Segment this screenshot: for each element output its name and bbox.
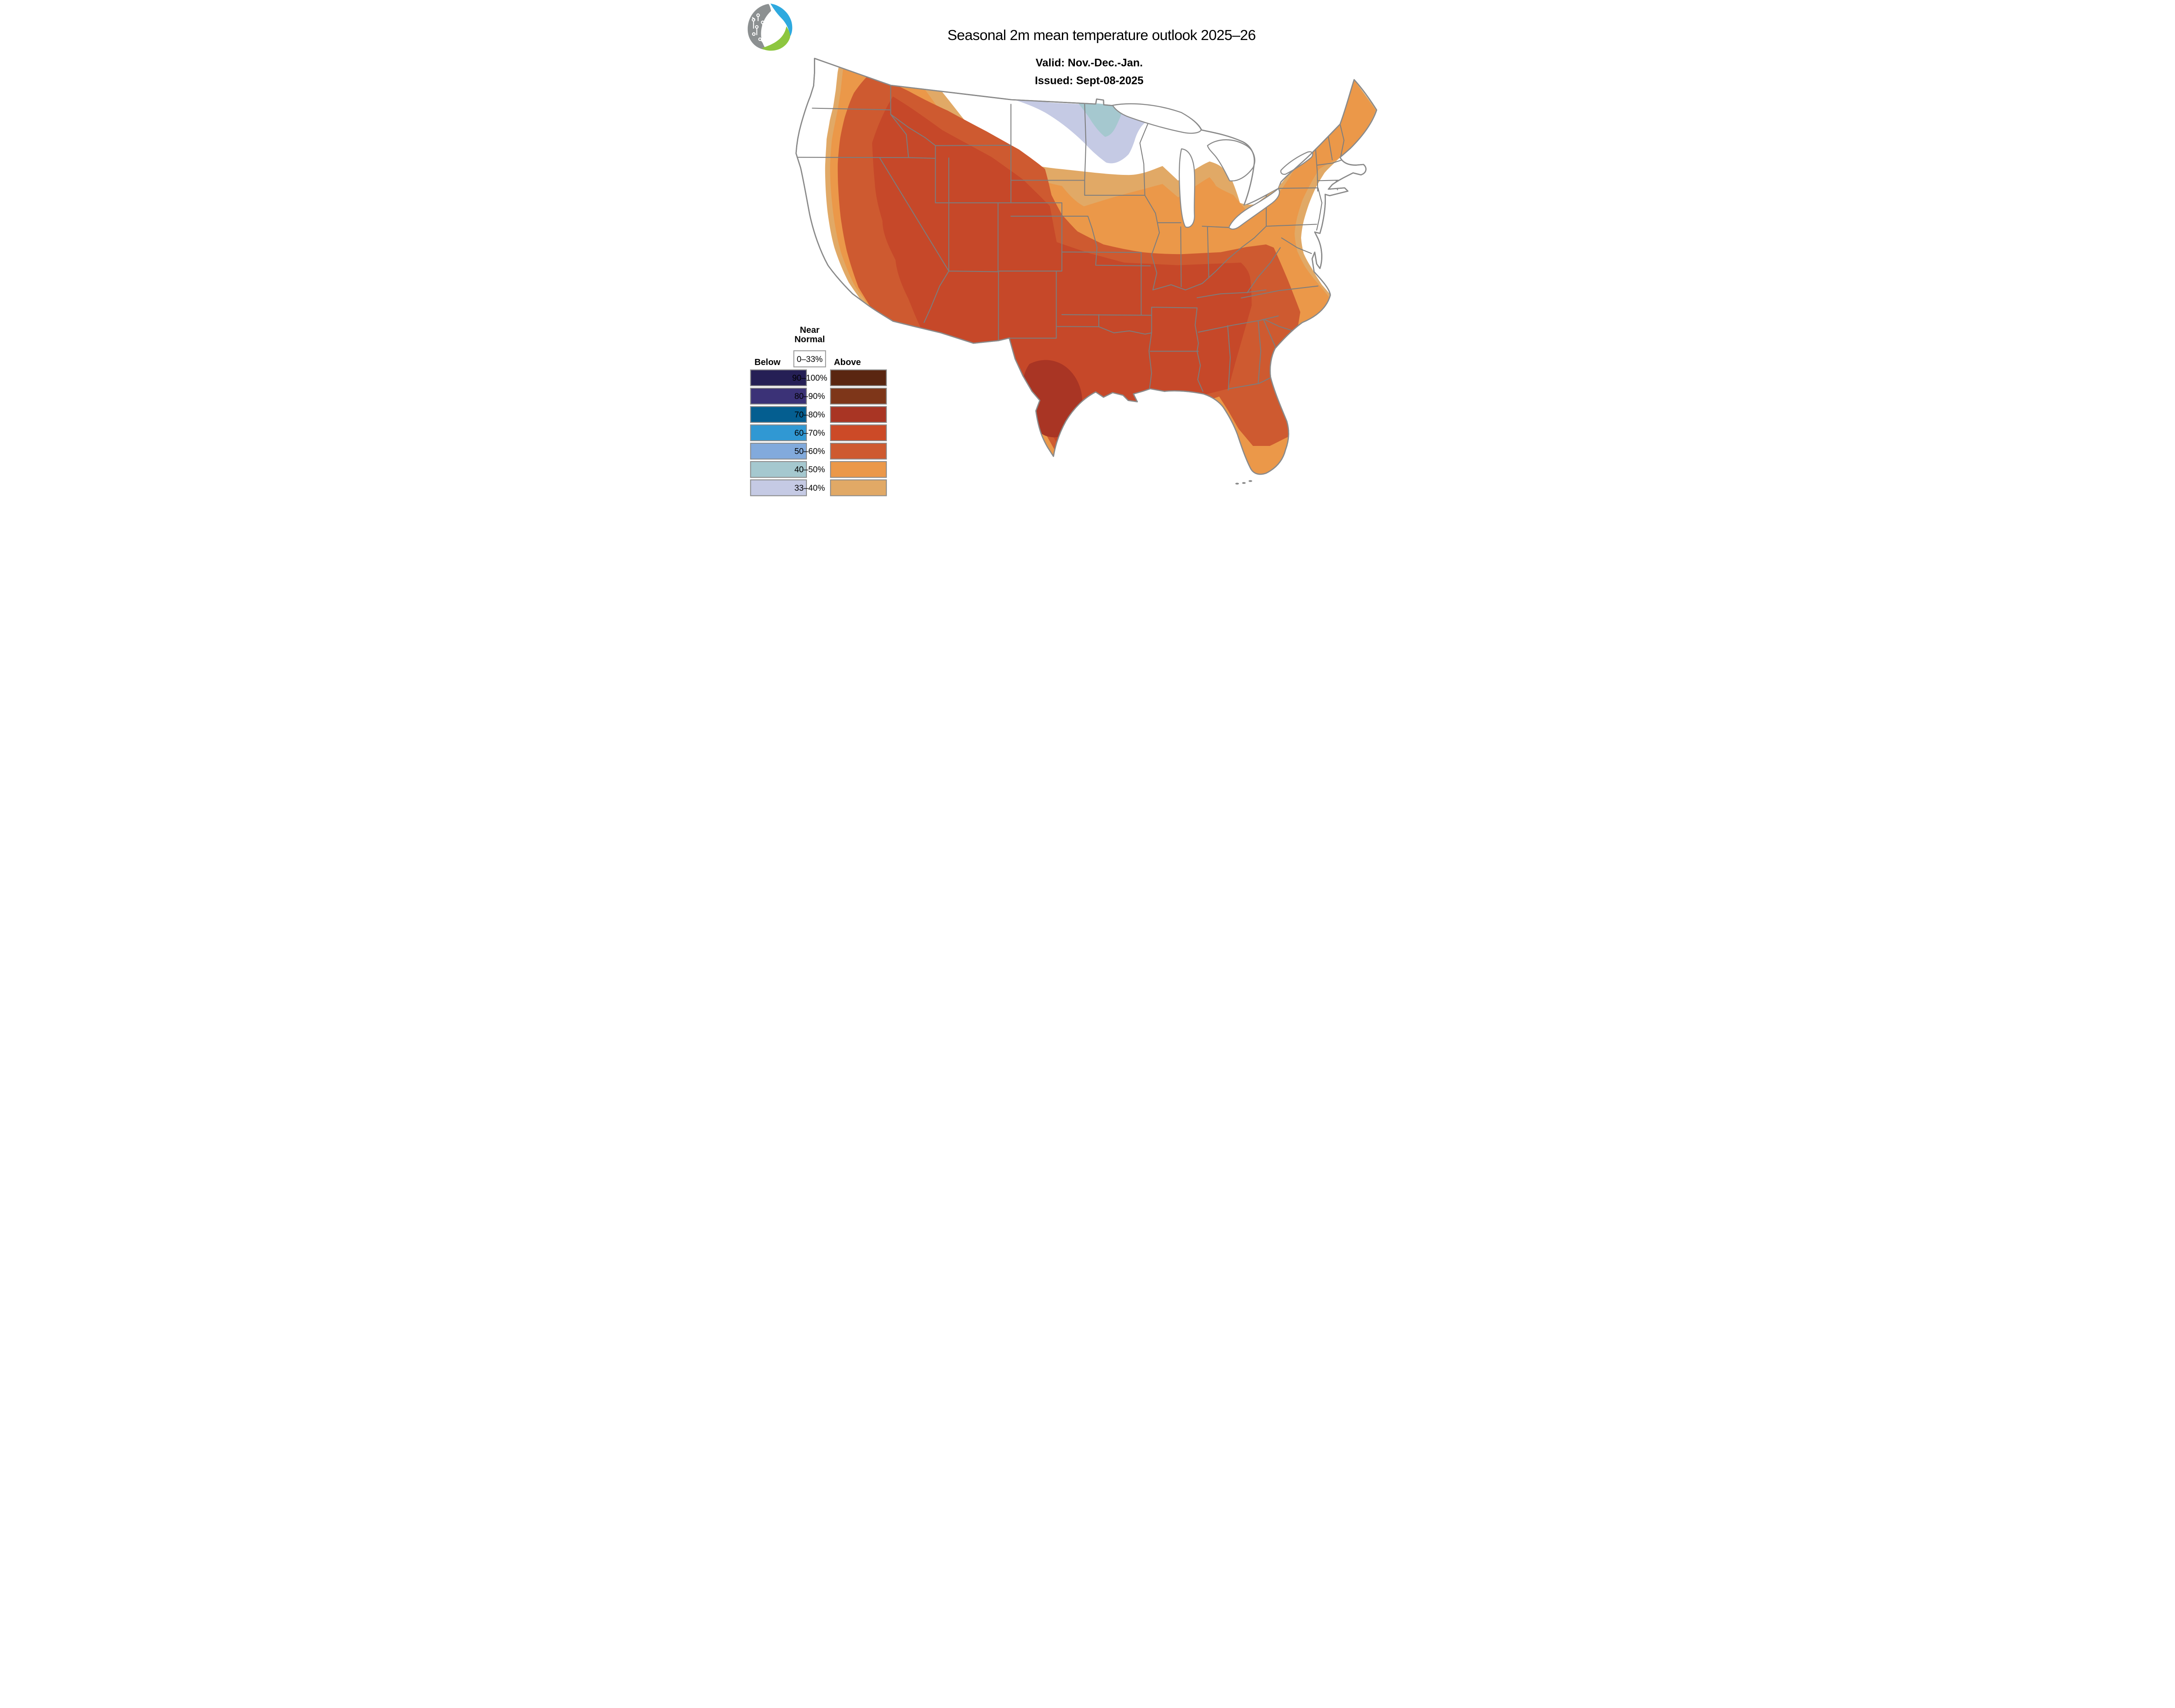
legend-swatch-below-50-60 bbox=[750, 442, 807, 460]
near-normal-label-line1: Near bbox=[800, 325, 820, 335]
outlook-page: Seasonal 2m mean temperature outlook 202… bbox=[740, 0, 1436, 511]
logo-green-leaf bbox=[761, 26, 790, 51]
legend-swatch-below-80-90 bbox=[750, 388, 807, 405]
coastline-outline bbox=[795, 57, 1377, 475]
legend-swatch-above-60-70 bbox=[830, 424, 887, 442]
logo-blue-swoosh bbox=[770, 3, 793, 37]
near-normal-swatch bbox=[793, 350, 826, 368]
issued-date-label: Issued: Sept-08-2025 bbox=[1035, 75, 1144, 87]
legend-swatch-above-90-100 bbox=[830, 369, 887, 386]
legend-swatch-above-50-60 bbox=[830, 442, 887, 460]
valid-period-label: Valid: Nov.-Dec.-Jan. bbox=[1036, 57, 1143, 69]
site-logo bbox=[747, 3, 793, 51]
map-band-above-60-70 bbox=[872, 96, 1252, 455]
legend-swatch-below-40-50 bbox=[750, 461, 807, 478]
legend-swatch-above-70-80 bbox=[830, 406, 887, 423]
legend-swatch-below-90-100 bbox=[750, 369, 807, 386]
probability-legend: Near Normal 0–33% Below Above 90–100% 80… bbox=[750, 325, 887, 496]
legend-swatch-above-80-90 bbox=[830, 388, 887, 405]
legend-range-80-90: 80–90% bbox=[794, 392, 825, 401]
legend-swatch-above-40-50 bbox=[830, 461, 887, 478]
florida-keys bbox=[1235, 480, 1252, 485]
legend-range-40-50: 40–50% bbox=[794, 466, 825, 475]
legend-swatch-below-60-70 bbox=[750, 424, 807, 442]
near-normal-label-line2: Normal bbox=[794, 335, 825, 345]
map-band-below-40-50 bbox=[1076, 100, 1124, 137]
legend-swatch-above-33-40 bbox=[830, 479, 887, 496]
legend-range-60-70: 60–70% bbox=[794, 429, 825, 438]
near-normal-range-label: 0–33% bbox=[797, 355, 823, 364]
logo-circuit-pattern bbox=[752, 13, 765, 45]
above-column-label: Above bbox=[834, 358, 861, 367]
legend-range-33-40: 33–40% bbox=[794, 484, 825, 493]
below-column-label: Below bbox=[754, 358, 780, 367]
conus-map bbox=[795, 57, 1377, 485]
legend-swatch-below-33-40 bbox=[750, 479, 807, 496]
logo-gray-drop bbox=[747, 3, 771, 50]
legend-range-90-100: 90–100% bbox=[792, 374, 827, 383]
page-title: Seasonal 2m mean temperature outlook 202… bbox=[947, 27, 1256, 44]
legend-range-70-80: 70–80% bbox=[794, 410, 825, 419]
great-lakes bbox=[1112, 103, 1313, 230]
legend-swatch-below-70-80 bbox=[750, 406, 807, 423]
legend-range-50-60: 50–60% bbox=[794, 447, 825, 456]
seasonal-outlook-map: Seasonal 2m mean temperature outlook 202… bbox=[740, 0, 1436, 511]
state-borders bbox=[796, 84, 1345, 393]
